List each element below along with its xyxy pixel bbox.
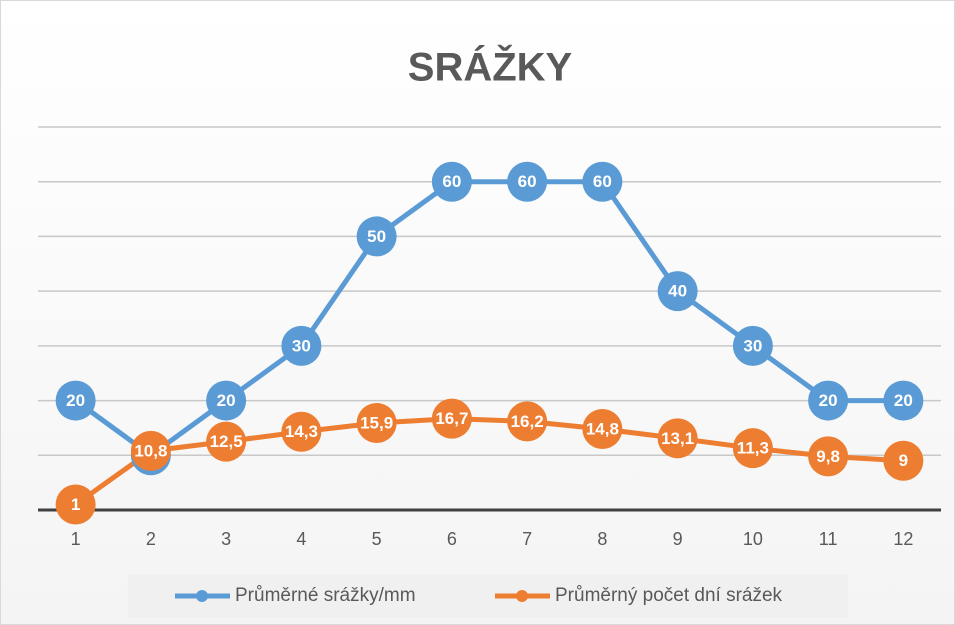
data-label: 15,9 bbox=[360, 413, 393, 432]
x-tick-label: 7 bbox=[522, 529, 532, 549]
x-tick-label: 10 bbox=[743, 529, 763, 549]
data-label: 12,5 bbox=[210, 432, 243, 451]
data-label: 30 bbox=[743, 336, 762, 355]
x-tick-label: 5 bbox=[372, 529, 382, 549]
data-label: 16,7 bbox=[435, 409, 468, 428]
data-label: 40 bbox=[668, 282, 687, 301]
marker bbox=[582, 409, 623, 450]
x-tick-label: 3 bbox=[221, 529, 231, 549]
x-tick-label: 1 bbox=[71, 529, 81, 549]
data-label: 60 bbox=[442, 172, 461, 191]
marker bbox=[582, 161, 623, 202]
marker bbox=[281, 411, 322, 452]
x-tick-label: 11 bbox=[819, 529, 838, 549]
data-label: 10,8 bbox=[134, 441, 167, 460]
marker bbox=[883, 380, 924, 421]
marker bbox=[732, 325, 773, 366]
marker bbox=[883, 440, 924, 481]
marker bbox=[431, 161, 472, 202]
legend-marker bbox=[516, 590, 528, 602]
marker bbox=[657, 271, 698, 312]
data-label: 60 bbox=[518, 172, 537, 191]
x-tick-label: 6 bbox=[447, 529, 457, 549]
data-label: 1 bbox=[71, 495, 80, 514]
data-label: 20 bbox=[217, 391, 236, 410]
data-label: 60 bbox=[593, 172, 612, 191]
x-tick-label: 12 bbox=[893, 529, 913, 549]
marker bbox=[657, 418, 698, 459]
data-label: 14,8 bbox=[586, 420, 619, 439]
data-label: 20 bbox=[819, 391, 838, 410]
marker bbox=[431, 398, 472, 439]
marker bbox=[507, 401, 548, 442]
data-label: 9 bbox=[899, 451, 908, 470]
marker bbox=[281, 325, 322, 366]
chart-title: SRÁŽKY bbox=[408, 44, 573, 90]
marker bbox=[507, 161, 548, 202]
x-tick-label: 9 bbox=[673, 529, 683, 549]
data-label: 11,3 bbox=[737, 439, 769, 458]
marker bbox=[206, 421, 247, 462]
legend-label: Průměrné srážky/mm bbox=[235, 585, 416, 606]
marker bbox=[356, 403, 397, 444]
marker bbox=[55, 484, 96, 525]
data-label: 50 bbox=[367, 227, 386, 246]
marker bbox=[356, 216, 397, 257]
data-label: 9,8 bbox=[816, 447, 840, 466]
data-label: 20 bbox=[66, 391, 85, 410]
marker bbox=[55, 380, 96, 421]
data-label: 13,1 bbox=[661, 429, 694, 448]
marker bbox=[732, 428, 773, 469]
legend-box bbox=[128, 574, 848, 618]
x-tick-label: 4 bbox=[296, 529, 306, 549]
x-tick-label: 2 bbox=[146, 529, 156, 549]
legend-label: Průměrný počet dní srážek bbox=[555, 585, 783, 606]
legend-marker bbox=[196, 590, 208, 602]
x-tick-label: 8 bbox=[597, 529, 607, 549]
marker bbox=[808, 380, 849, 421]
data-label: 14,3 bbox=[285, 422, 318, 441]
marker bbox=[130, 430, 171, 471]
data-label: 20 bbox=[894, 391, 913, 410]
marker bbox=[808, 436, 849, 477]
data-label: 16,2 bbox=[511, 412, 544, 431]
data-label: 30 bbox=[292, 336, 311, 355]
marker bbox=[206, 380, 247, 421]
